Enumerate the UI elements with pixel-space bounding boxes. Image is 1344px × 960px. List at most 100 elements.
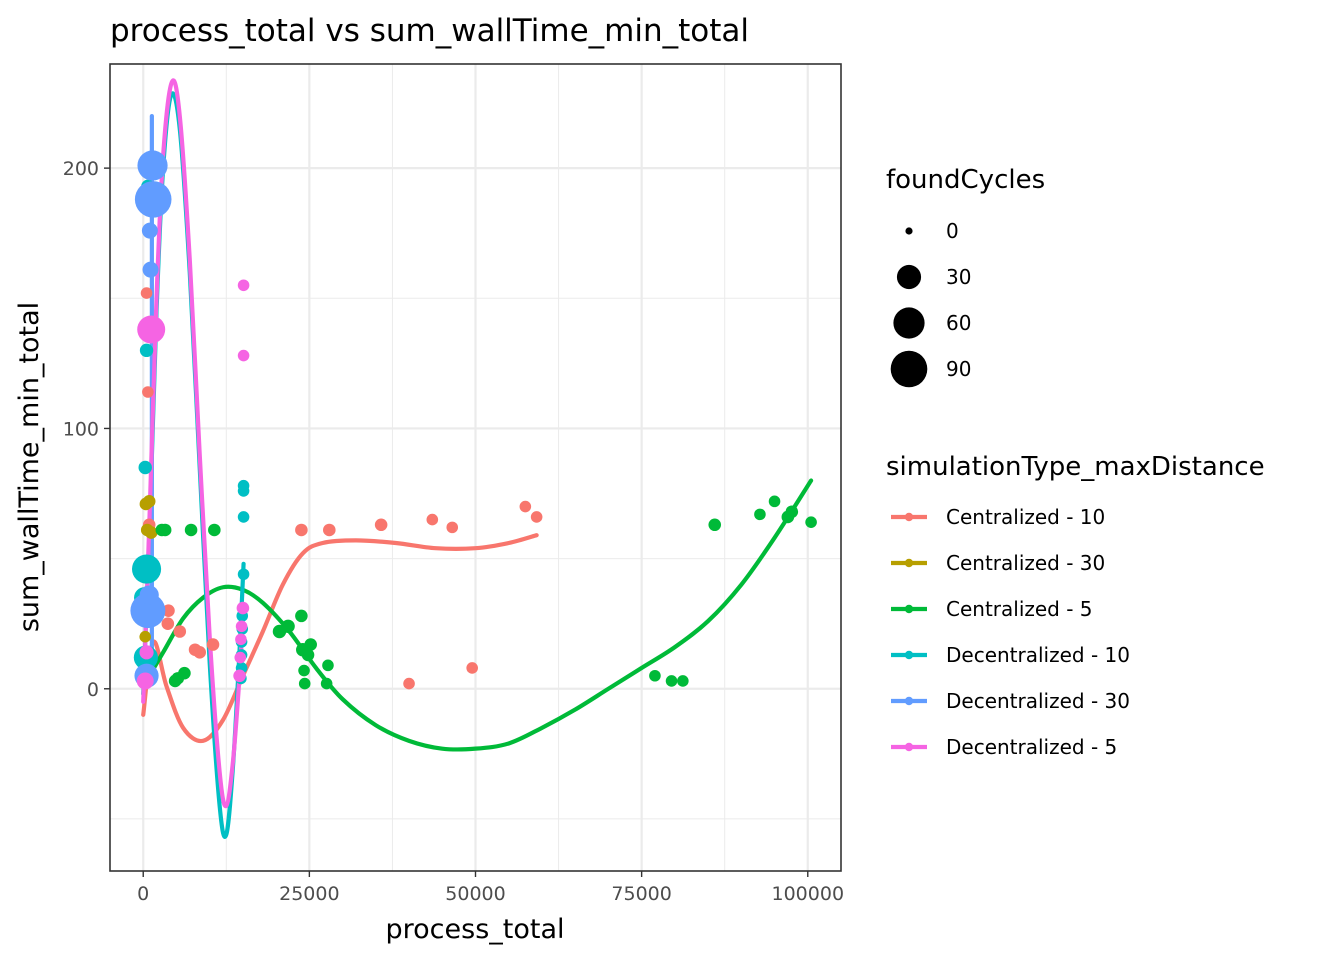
data-point [142,261,159,278]
data-point [130,593,166,629]
data-point [301,648,315,662]
data-point [140,287,153,299]
data-point [446,521,459,534]
size-legend-label: 30 [946,265,971,289]
x-tick-label: 75000 [611,883,671,905]
data-point [281,619,295,633]
data-point [519,500,532,513]
data-point [323,523,336,537]
data-point [142,495,156,508]
data-point [237,349,250,362]
color-legend: simulationType_maxDistance Centralized -… [886,452,1265,759]
data-points [130,150,817,690]
data-point [235,620,248,633]
smooth-line [141,478,814,752]
data-point [295,523,308,537]
x-axis-title: process_total [386,914,565,945]
color-legend-label: Centralized - 5 [946,597,1093,621]
x-tick-label: 25000 [279,883,339,905]
data-point [530,511,543,523]
size-legend: foundCycles 0 30 60 90 [886,165,1045,388]
data-point [139,645,154,660]
color-legend-label: Centralized - 10 [946,505,1105,529]
data-point [137,150,168,181]
data-point [754,508,766,521]
size-legend-key [890,350,928,388]
size-legend-key [896,264,922,290]
data-point [131,554,162,584]
data-point [134,181,172,218]
color-legend-label: Centralized - 30 [946,551,1105,575]
color-legend-label: Decentralized - 30 [946,689,1130,713]
color-legend-title: simulationType_maxDistance [886,452,1265,482]
data-point [237,485,250,497]
data-point [144,526,158,539]
color-legend-dot [904,558,914,568]
data-point [162,604,175,617]
data-point [649,669,661,682]
size-legend-title: foundCycles [886,165,1045,195]
data-point [403,677,415,690]
data-point [184,523,198,537]
y-tick-label: 0 [87,679,99,701]
data-point [136,672,154,690]
data-point [139,585,159,605]
y-axis-ticks: 0 100 200 [63,158,110,701]
color-legend-label: Decentralized - 5 [946,735,1117,759]
color-legend-label: Decentralized - 10 [946,643,1130,667]
data-point [168,674,182,688]
data-point [233,669,246,683]
data-point [322,659,334,672]
x-axis-ticks: 0 25000 50000 75000 100000 [137,871,844,905]
y-axis-title: sum_wallTime_min_total [14,302,45,632]
x-tick-label: 100000 [772,883,845,905]
chart-title: process_total vs sum_wallTime_min_total [110,13,749,49]
size-legend-label: 90 [946,357,971,381]
data-point [466,662,478,674]
data-point [206,638,220,651]
data-point [665,675,678,687]
data-point [768,495,781,508]
data-point [805,516,817,528]
data-point [304,638,317,651]
data-point [320,677,333,690]
data-point [785,505,799,519]
data-point [234,651,247,664]
data-point [138,460,152,475]
data-point [141,222,158,239]
data-point [298,677,311,690]
data-point [237,279,250,292]
data-point [173,625,187,638]
size-legend-label: 60 [946,311,971,335]
data-point [208,523,221,537]
data-point [235,633,247,646]
data-point [426,513,439,526]
x-tick-label: 0 [137,883,149,905]
data-point [374,518,388,532]
data-point [193,646,206,659]
data-point [295,609,308,623]
color-legend-dot [904,512,914,522]
color-legend-dot [904,604,914,614]
data-point [139,630,152,643]
size-legend-key [905,227,913,235]
color-legend-dot [904,742,914,752]
data-point [677,675,689,687]
data-point [237,511,250,523]
y-tick-label: 200 [63,158,99,180]
color-legend-dot [904,650,914,660]
data-point [298,664,310,677]
data-point [237,568,250,581]
data-point [137,315,166,344]
data-point [236,601,250,615]
data-point [158,523,172,537]
x-tick-label: 50000 [445,883,505,905]
plot-panel [109,63,842,872]
smooth-line [141,533,539,744]
data-point [708,518,722,532]
size-legend-label: 0 [946,219,959,243]
y-tick-label: 100 [63,418,99,440]
smooth-line [141,78,246,809]
data-point [139,343,154,358]
